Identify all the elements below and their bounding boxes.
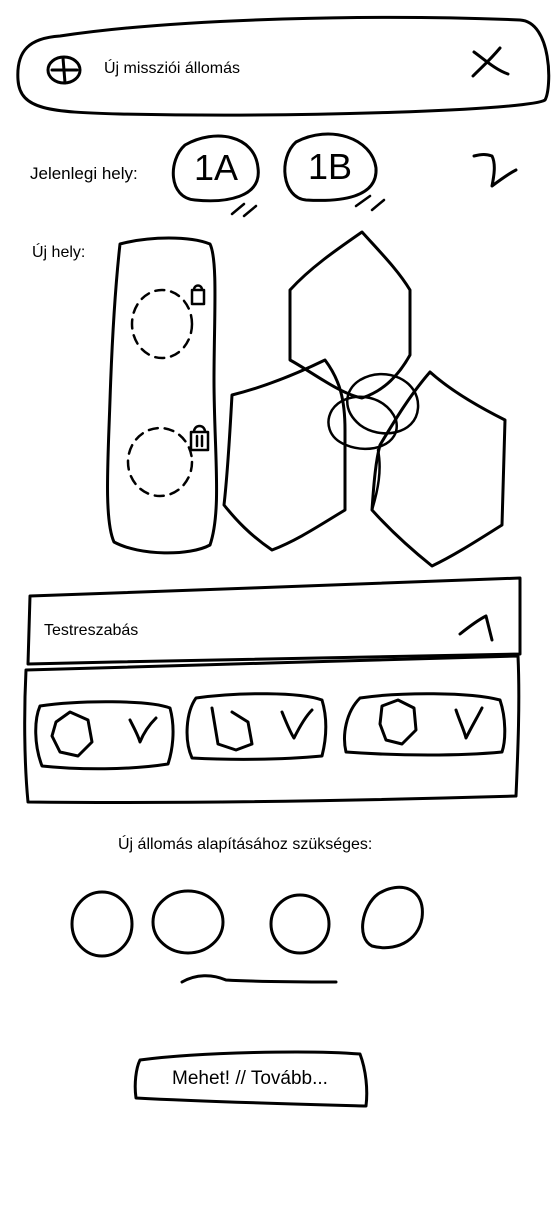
requirement-circle-3 <box>269 893 331 955</box>
continue-button[interactable]: Mehet! // Tovább... <box>136 1052 368 1106</box>
option-card-1-dropdown[interactable]: V <box>124 714 162 744</box>
lock-icon-2 <box>189 424 210 452</box>
hex-right[interactable] <box>380 380 504 560</box>
lock-icon-1 <box>190 284 206 306</box>
option-card-1-hexagon <box>50 710 94 758</box>
requirements-title: Új állomás alapításához szükséges: <box>118 836 373 853</box>
option-card-2-dropdown[interactable]: V <box>278 706 316 740</box>
requirement-circle-4 <box>361 885 424 950</box>
option-1b-outline <box>283 132 386 212</box>
new-location-label: Új hely: <box>32 244 86 261</box>
option-1a[interactable]: 1A <box>172 135 260 203</box>
option-1b[interactable]: 1B <box>282 132 378 202</box>
footer-button-outline <box>133 1050 369 1108</box>
slot-2-dashed-outline <box>126 426 194 498</box>
requirement-circle-2 <box>151 889 225 955</box>
chevron-up-icon-area[interactable]: chevron-up-icon <box>456 612 496 644</box>
slot-1[interactable]: lock-icon <box>130 288 200 362</box>
close-button[interactable]: close-icon <box>468 44 514 82</box>
swap-button[interactable]: swap-arrow-icon <box>468 148 520 192</box>
customization-title: Testreszabás <box>44 622 139 639</box>
requirement-underline <box>180 974 338 984</box>
continue-button-label: Mehet! // Tovább... <box>172 1068 328 1089</box>
plus-circle-icon <box>46 55 82 85</box>
option-card-3-outline <box>343 692 507 757</box>
option-card-2-outline <box>185 692 328 761</box>
chevron-up-icon <box>458 614 494 642</box>
current-location-label: Jelenlegi hely: <box>30 164 138 183</box>
customization-header-outline <box>26 576 522 666</box>
option-1b-label: 1B <box>307 146 353 187</box>
option-1a-label: 1A <box>193 147 239 188</box>
requirement-circle-1 <box>70 890 134 958</box>
add-button[interactable]: plus-circle-icon <box>44 52 84 88</box>
option-1a-outline <box>171 134 260 218</box>
option-card-1-outline <box>34 700 175 771</box>
header-bar-outline <box>16 15 551 117</box>
slot-panel-outline <box>106 236 219 555</box>
slot-1-dashed-outline <box>130 288 194 360</box>
slot-2[interactable] <box>126 426 210 500</box>
hex-left-outline <box>222 358 347 552</box>
hex-left[interactable] <box>226 392 344 542</box>
customization-panel-outline <box>23 654 521 805</box>
swap-arrow-icon <box>472 153 518 188</box>
page-title: Új missziói állomás <box>104 60 241 77</box>
option-card-3-dropdown[interactable]: V <box>450 704 488 740</box>
option-card-2-shape <box>210 706 254 752</box>
close-icon <box>471 46 510 78</box>
option-card-3-hexagon <box>378 698 418 746</box>
hex-top[interactable] <box>290 234 410 364</box>
hex-right-outline <box>370 370 507 568</box>
